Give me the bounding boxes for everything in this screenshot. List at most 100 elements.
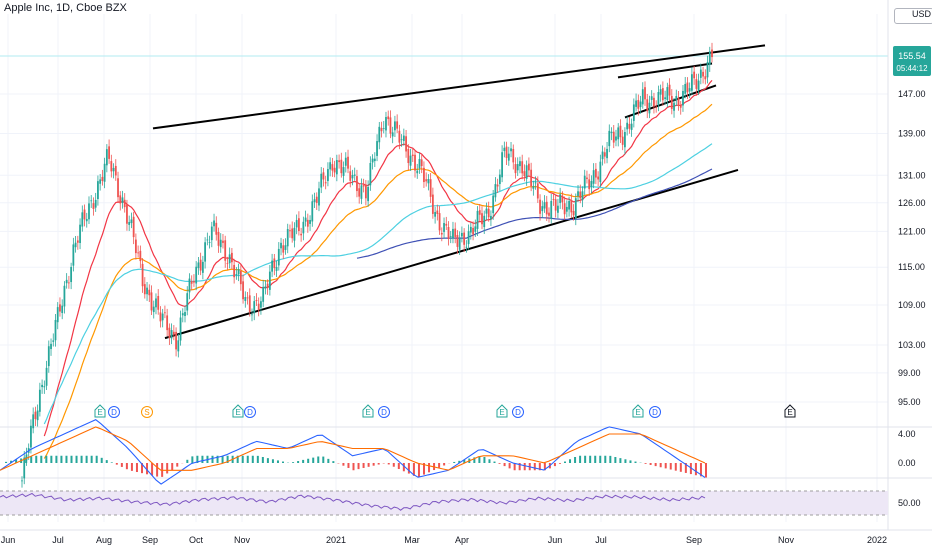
candle xyxy=(282,239,285,259)
candle-body xyxy=(699,69,702,78)
candle-body xyxy=(389,117,392,134)
macd-histogram-bar xyxy=(538,463,541,471)
macd-histogram-bar xyxy=(30,456,33,463)
rsi-tick-label: 50.00 xyxy=(898,498,921,508)
candle xyxy=(530,162,533,192)
candle-body xyxy=(505,146,508,158)
candle xyxy=(32,407,35,434)
macd-histogram-bar xyxy=(130,463,133,471)
candle xyxy=(391,126,394,144)
candle-body xyxy=(56,307,59,323)
candle xyxy=(112,163,115,179)
price-badge-box xyxy=(893,46,931,76)
candle-body xyxy=(63,285,66,307)
candle xyxy=(679,100,682,115)
candle xyxy=(574,193,577,226)
macd-histogram-bar xyxy=(256,455,259,463)
candle-body xyxy=(286,229,289,247)
candle-body xyxy=(309,219,311,224)
candle xyxy=(79,218,81,250)
candle xyxy=(550,193,553,224)
candle-body xyxy=(382,127,385,129)
candle-body xyxy=(199,259,202,271)
currency-label[interactable]: USD xyxy=(894,8,932,24)
candle-body xyxy=(416,170,419,174)
candle-body xyxy=(525,165,528,179)
trendlines xyxy=(152,44,766,340)
candle xyxy=(266,279,269,295)
candle-body xyxy=(155,298,157,308)
candle-body xyxy=(503,147,506,152)
candle xyxy=(99,174,102,191)
candle-body xyxy=(340,159,343,174)
macd-histogram-bar xyxy=(402,463,405,472)
candle-body xyxy=(610,131,613,134)
dividend-marker-label: D xyxy=(381,408,387,417)
candle-body xyxy=(237,268,240,275)
candle-body xyxy=(601,151,604,160)
candle xyxy=(251,308,253,322)
candle xyxy=(246,292,249,305)
candle-body xyxy=(327,169,329,182)
candle xyxy=(186,286,189,316)
earnings-marker-label: E xyxy=(235,408,240,417)
candle xyxy=(378,121,381,150)
dividend-marker xyxy=(378,406,390,418)
candle-body xyxy=(23,457,26,479)
earnings-marker xyxy=(784,404,796,418)
candle xyxy=(268,264,271,296)
candle-body xyxy=(184,312,186,316)
candle xyxy=(302,216,305,241)
macd-histogram-bar xyxy=(407,463,410,474)
candle-body xyxy=(74,242,77,248)
candle-body xyxy=(483,215,486,228)
price-tick-label: 99.00 xyxy=(898,368,921,378)
candle xyxy=(536,176,539,203)
candle-body xyxy=(650,96,653,100)
macd-histogram-bar xyxy=(105,460,108,463)
macd-histogram-bar xyxy=(166,463,169,474)
rsi-pane: 50.00 xyxy=(0,490,921,516)
candle-body xyxy=(380,127,383,132)
time-tick-label: Jun xyxy=(548,535,563,545)
candle xyxy=(105,144,108,173)
candle xyxy=(590,175,593,194)
candle xyxy=(248,288,251,317)
candle xyxy=(72,237,75,272)
candle-body xyxy=(661,88,664,101)
macd-histogram-bar xyxy=(664,463,667,469)
candle-body xyxy=(454,228,457,237)
candle xyxy=(411,148,414,162)
candle-body xyxy=(608,130,611,147)
macd-histogram-bar xyxy=(125,463,128,470)
candle xyxy=(318,181,320,212)
candle-body xyxy=(101,176,104,181)
candle xyxy=(255,293,258,306)
candle xyxy=(414,150,416,178)
candle-body xyxy=(485,208,488,214)
candle-body xyxy=(121,197,124,203)
time-tick-label: 2021 xyxy=(326,535,346,545)
candle xyxy=(695,73,698,96)
candle-body xyxy=(445,223,448,226)
candle-body xyxy=(452,228,454,239)
candle xyxy=(43,380,46,394)
macd-histogram-bar xyxy=(50,455,53,463)
candle xyxy=(293,222,296,248)
macd-histogram-bar xyxy=(649,463,652,465)
candle xyxy=(527,157,530,177)
candle-body xyxy=(409,155,412,166)
candle-body xyxy=(496,184,499,187)
macd-histogram-bar xyxy=(266,458,269,463)
candle-body xyxy=(289,230,291,232)
candle-body xyxy=(440,232,443,235)
macd-histogram-bar xyxy=(282,461,284,463)
candle xyxy=(385,111,387,138)
candle-body xyxy=(54,319,57,341)
candle xyxy=(610,127,613,141)
candle xyxy=(210,221,213,248)
candle-body xyxy=(501,152,503,178)
candle xyxy=(541,200,544,218)
candle xyxy=(684,76,687,99)
